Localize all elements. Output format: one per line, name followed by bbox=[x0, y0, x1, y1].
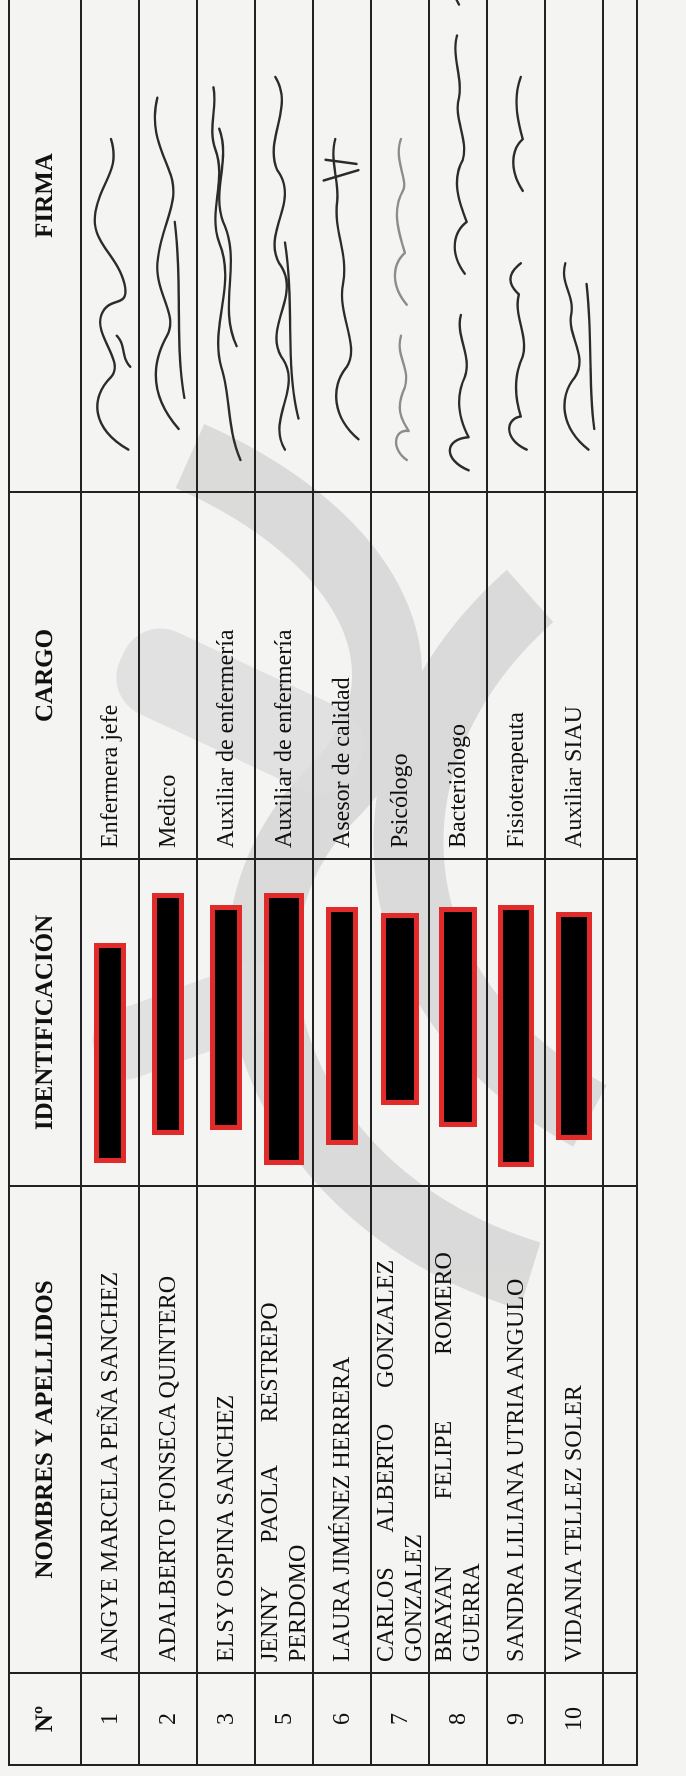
row-name: VIDANIA TELLEZ SOLER bbox=[545, 1186, 603, 1673]
row-number: 5 bbox=[255, 1673, 313, 1765]
row-identification bbox=[197, 859, 255, 1186]
row-number: 1 bbox=[81, 1673, 139, 1765]
row-position: Asesor de calidad bbox=[313, 492, 371, 859]
table-row: 2 ADALBERTO FONSECA QUINTERO Medico bbox=[139, 0, 197, 1765]
row-number: 3 bbox=[197, 1673, 255, 1765]
row-identification bbox=[313, 859, 371, 1186]
row-name: BRAYAN FELIPE ROMERO GUERRA bbox=[429, 1186, 487, 1673]
handwritten-signature bbox=[508, 75, 528, 451]
row-signature bbox=[255, 0, 313, 492]
row-name: SANDRA LILIANA UTRIA ANGULO bbox=[487, 1186, 545, 1673]
row-name: CARLOS ALBERTO GONZALEZ GONZALEZ bbox=[371, 1186, 429, 1673]
row-name-line2: PERDOMO bbox=[285, 1544, 311, 1662]
redaction-box bbox=[381, 913, 419, 1105]
row-number: 8 bbox=[429, 1673, 487, 1765]
row-name: ELSY OSPINA SANCHEZ bbox=[197, 1186, 255, 1673]
handwritten-signature bbox=[211, 86, 242, 462]
redaction-box bbox=[439, 907, 477, 1127]
redaction-box bbox=[264, 893, 304, 1165]
row-name: JENNY PAOLA RESTREPO PERDOMO bbox=[255, 1186, 313, 1673]
row-name bbox=[603, 1186, 637, 1673]
header-name: NOMBRES Y APELLIDOS bbox=[9, 1186, 81, 1673]
row-signature bbox=[81, 0, 139, 492]
row-signature bbox=[313, 0, 371, 492]
row-number: 9 bbox=[487, 1673, 545, 1765]
row-signature bbox=[429, 0, 487, 492]
handwritten-signature bbox=[448, 0, 470, 472]
header-signature: FIRMA bbox=[9, 0, 81, 492]
row-name-line2: GUERRA bbox=[459, 1563, 485, 1662]
row-number: 7 bbox=[371, 1673, 429, 1765]
row-number: 2 bbox=[139, 1673, 197, 1765]
header-number: Nº bbox=[9, 1673, 81, 1765]
table-row: 6 LAURA JIMÉNEZ HERRERA Asesor de calida… bbox=[313, 0, 371, 1765]
handwritten-signature bbox=[272, 75, 300, 451]
row-position: Psicólogo bbox=[371, 492, 429, 859]
row-number: 10 bbox=[545, 1673, 603, 1765]
row-position: Fisioterapeuta bbox=[487, 492, 545, 859]
handwritten-signature bbox=[393, 137, 410, 462]
handwritten-signature bbox=[153, 96, 186, 431]
table-row: 9 SANDRA LILIANA UTRIA ANGULO Fisioterap… bbox=[487, 0, 545, 1765]
row-signature bbox=[545, 0, 603, 492]
redaction-box bbox=[498, 905, 534, 1167]
row-identification bbox=[603, 859, 637, 1186]
table-row: 7 CARLOS ALBERTO GONZALEZ GONZALEZ Psicó… bbox=[371, 0, 429, 1765]
header-identification: IDENTIFICACIÓN bbox=[9, 859, 81, 1186]
handwritten-signature bbox=[562, 262, 596, 451]
row-name: LAURA JIMÉNEZ HERRERA bbox=[313, 1186, 371, 1673]
row-position: Enfermera jefe bbox=[81, 492, 139, 859]
table-row: 5 JENNY PAOLA RESTREPO PERDOMO Auxiliar … bbox=[255, 0, 313, 1765]
row-signature bbox=[487, 0, 545, 492]
redaction-box bbox=[94, 943, 126, 1163]
row-position bbox=[603, 492, 637, 859]
row-identification bbox=[545, 859, 603, 1186]
row-position: Auxiliar SIAU bbox=[545, 492, 603, 859]
table-row: 8 BRAYAN FELIPE ROMERO GUERRA Bacteriólo… bbox=[429, 0, 487, 1765]
redaction-box bbox=[152, 893, 184, 1135]
row-position: Medico bbox=[139, 492, 197, 859]
row-identification bbox=[81, 859, 139, 1186]
row-name-line1: JENNY PAOLA RESTREPO bbox=[257, 1302, 283, 1662]
row-identification bbox=[371, 859, 429, 1186]
row-signature bbox=[197, 0, 255, 492]
table-row: 3 ELSY OSPINA SANCHEZ Auxiliar de enferm… bbox=[197, 0, 255, 1765]
row-name-line2: GONZALEZ bbox=[401, 1534, 427, 1662]
row-name-line1: CARLOS ALBERTO GONZALEZ bbox=[373, 1259, 399, 1662]
table-row: 1 ANGYE MARCELA PEÑA SANCHEZ Enfermera j… bbox=[81, 0, 139, 1765]
row-name-line1: BRAYAN FELIPE ROMERO bbox=[431, 1252, 457, 1662]
row-position: Bacteriólogo bbox=[429, 492, 487, 859]
row-identification bbox=[139, 859, 197, 1186]
row-signature bbox=[603, 0, 637, 492]
header-position: CARGO bbox=[9, 492, 81, 859]
row-position: Auxiliar de enfermería bbox=[255, 492, 313, 859]
attendance-table: Nº NOMBRES Y APELLIDOS IDENTIFICACIÓN CA… bbox=[8, 0, 638, 1766]
row-signature bbox=[139, 0, 197, 492]
row-name: ADALBERTO FONSECA QUINTERO bbox=[139, 1186, 197, 1673]
redaction-box bbox=[210, 905, 242, 1130]
handwritten-signature bbox=[322, 137, 360, 441]
redaction-box bbox=[326, 907, 358, 1145]
redaction-box bbox=[556, 912, 592, 1140]
table-row-empty bbox=[603, 0, 637, 1765]
table-header-row: Nº NOMBRES Y APELLIDOS IDENTIFICACIÓN CA… bbox=[9, 0, 81, 1765]
row-name: ANGYE MARCELA PEÑA SANCHEZ bbox=[81, 1186, 139, 1673]
table-row: 10 VIDANIA TELLEZ SOLER Auxiliar SIAU bbox=[545, 0, 603, 1765]
handwritten-signature bbox=[93, 137, 132, 451]
row-number: 6 bbox=[313, 1673, 371, 1765]
row-identification bbox=[429, 859, 487, 1186]
row-number bbox=[603, 1673, 637, 1765]
row-signature bbox=[371, 0, 429, 492]
row-identification bbox=[487, 859, 545, 1186]
row-identification bbox=[255, 859, 313, 1186]
row-position: Auxiliar de enfermería bbox=[197, 492, 255, 859]
